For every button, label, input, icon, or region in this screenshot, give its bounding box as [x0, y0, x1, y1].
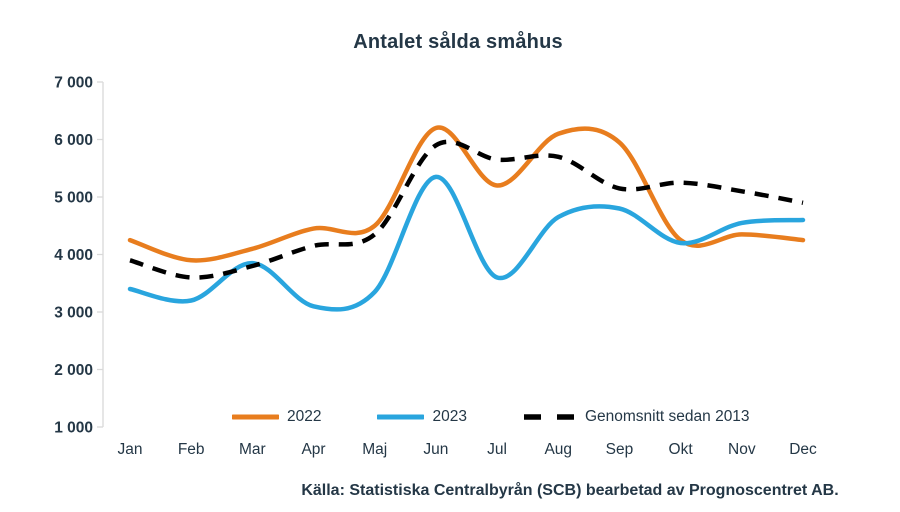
x-axis-month-label: Mar	[239, 441, 266, 458]
x-axis-month-label: Aug	[544, 441, 572, 458]
x-axis-month-label: Jul	[487, 441, 507, 458]
x-axis-month-label: Dec	[789, 441, 817, 458]
source-caption: Källa: Statistiska Centralbyrån (SCB) be…	[301, 482, 839, 499]
y-axis-tick-label: 3 000	[54, 305, 93, 322]
x-axis-month-label: Okt	[669, 441, 694, 458]
legend-label-2023: 2023	[432, 408, 467, 425]
y-axis-tick-label: 6 000	[54, 132, 93, 149]
legend-label-average: Genomsnitt sedan 2013	[584, 408, 750, 425]
y-axis-tick-label: 7 000	[54, 75, 93, 92]
legend-swatch-2022-icon	[232, 414, 279, 420]
y-axis-tick-label: 5 000	[54, 190, 93, 207]
series-line-2022	[127, 125, 806, 263]
legend-item-2023: 2023	[377, 408, 467, 426]
chart-title: Antalet sålda småhus	[353, 31, 563, 53]
chart-legend: 2022 2023 Genomsnitt sedan 2013	[232, 408, 750, 426]
series-line-genomsnitt-sedan-2013	[129, 139, 804, 280]
series-line-2023	[127, 174, 806, 312]
legend-label-2022: 2022	[287, 408, 322, 425]
x-axis-month-label: Sep	[606, 441, 634, 458]
legend-item-2022: 2022	[232, 408, 321, 426]
y-axis-tick-label: 4 000	[54, 247, 93, 264]
x-axis-month-label: Apr	[301, 441, 325, 458]
legend-swatch-average-icon	[523, 414, 576, 420]
legend-swatch-2023-icon	[377, 414, 425, 420]
y-axis-tick-label: 1 000	[54, 420, 93, 437]
x-axis-month-label: Feb	[178, 441, 205, 458]
x-axis-month-label: Maj	[362, 441, 387, 458]
y-axis-tick-label: 2 000	[54, 362, 93, 379]
x-axis-month-label: Nov	[728, 441, 756, 458]
x-axis-month-label: Jan	[118, 441, 143, 458]
x-axis-month-label: Jun	[423, 441, 448, 458]
legend-item-average: Genomsnitt sedan 2013	[523, 408, 750, 426]
